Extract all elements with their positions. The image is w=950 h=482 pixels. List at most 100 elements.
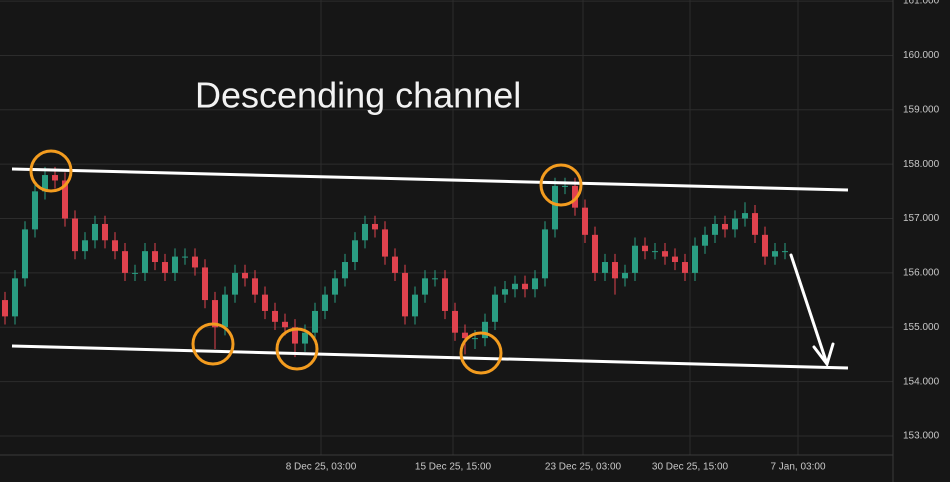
candle-body (522, 283, 528, 290)
candle-body (492, 294, 498, 322)
touch-circle (539, 163, 583, 207)
candle-body (52, 175, 58, 181)
candle-body (202, 267, 208, 301)
candle-body (312, 310, 318, 333)
y-tick-label: 159.000 (903, 104, 940, 115)
candle-body (332, 278, 338, 295)
x-tick-label: 15 Dec 25, 15:00 (415, 462, 492, 473)
candle-body (382, 229, 388, 257)
candle-body (32, 191, 38, 230)
candle-body (592, 234, 598, 273)
candle-body (242, 272, 248, 279)
candle-body (62, 180, 68, 219)
candle-body (442, 278, 448, 311)
candle-body (482, 321, 488, 339)
candle-body (612, 262, 618, 279)
candle-body (452, 310, 458, 333)
y-tick-label: 157.000 (903, 213, 940, 224)
y-tick-label: 153.000 (903, 431, 940, 442)
upper-channel-line (11, 167, 849, 192)
arrow-shaft (789, 253, 829, 366)
candles (2, 166, 788, 358)
x-tick-label: 30 Dec 25, 15:00 (652, 462, 729, 473)
candle-body (472, 338, 478, 340)
candle-body (282, 321, 288, 328)
candle-body (402, 272, 408, 317)
candle-body (352, 240, 358, 263)
touch-circle (275, 327, 319, 371)
candle-body (232, 272, 238, 295)
y-tick-label: 155.000 (903, 322, 940, 333)
candle-body (182, 256, 188, 258)
candle-body (682, 262, 688, 273)
arrow-head (812, 342, 835, 368)
candle-body (82, 240, 88, 252)
candle-body (742, 213, 748, 219)
axis-labels: 153.000 154.000 155.000 156.000 157.000 158.0… (286, 0, 940, 473)
candle-body (732, 218, 738, 230)
candle-body (292, 327, 298, 344)
y-tick-label: 158.000 (903, 159, 940, 170)
candle-body (152, 251, 158, 263)
candle-body (252, 278, 258, 295)
candle-body (602, 262, 608, 273)
candle-body (72, 218, 78, 252)
candle-body (12, 278, 18, 317)
candle-body (512, 283, 518, 290)
candle-body (372, 223, 378, 230)
touch-circle (29, 149, 73, 193)
grid (0, 0, 893, 455)
candle-body (212, 300, 218, 328)
candle-body (562, 185, 568, 187)
candle-body (502, 289, 508, 295)
x-tick-label: 8 Dec 25, 03:00 (286, 462, 357, 473)
x-tick-label: 23 Dec 25, 03:00 (545, 462, 622, 473)
y-tick-label: 160.000 (903, 50, 940, 61)
candle-body (2, 300, 8, 317)
candle-body (192, 256, 198, 268)
candle-body (622, 272, 628, 279)
candle-body (162, 262, 168, 273)
candle-body (702, 234, 708, 246)
candle-body (672, 256, 678, 263)
candle-body (222, 294, 228, 328)
y-tick-label: 154.000 (903, 376, 940, 387)
candle-body (642, 245, 648, 252)
lower-channel-line (11, 344, 849, 370)
candle-body (122, 251, 128, 273)
candle-body (772, 251, 778, 257)
candle-body (752, 213, 758, 235)
candle-body (552, 185, 558, 230)
candle-body (762, 234, 768, 257)
candle-body (142, 251, 148, 273)
candle-body (712, 223, 718, 235)
candle-body (412, 294, 418, 317)
candle-body (42, 175, 48, 192)
candle-body (392, 256, 398, 273)
candle-body (632, 245, 638, 273)
candle-body (302, 332, 308, 344)
candle-body (422, 278, 428, 295)
candle-body (662, 251, 668, 257)
chart-title: Descending channel (195, 75, 521, 116)
candle-body (362, 223, 368, 241)
candle-body (432, 278, 438, 280)
y-tick-label: 161.000 (903, 0, 940, 7)
candle-body (22, 229, 28, 279)
x-tick-label: 7 Jan, 03:00 (770, 462, 825, 473)
candle-body (92, 223, 98, 241)
candle-body (112, 240, 118, 252)
candle-body (262, 294, 268, 311)
candle-body (272, 310, 278, 322)
candle-body (652, 251, 658, 253)
candle-body (172, 256, 178, 273)
candle-body (582, 207, 588, 235)
candle-body (322, 294, 328, 311)
candle-body (572, 185, 578, 208)
candle-body (692, 245, 698, 273)
touch-circle (459, 331, 503, 375)
candle-body (722, 223, 728, 230)
channel-annotations (11, 149, 849, 375)
